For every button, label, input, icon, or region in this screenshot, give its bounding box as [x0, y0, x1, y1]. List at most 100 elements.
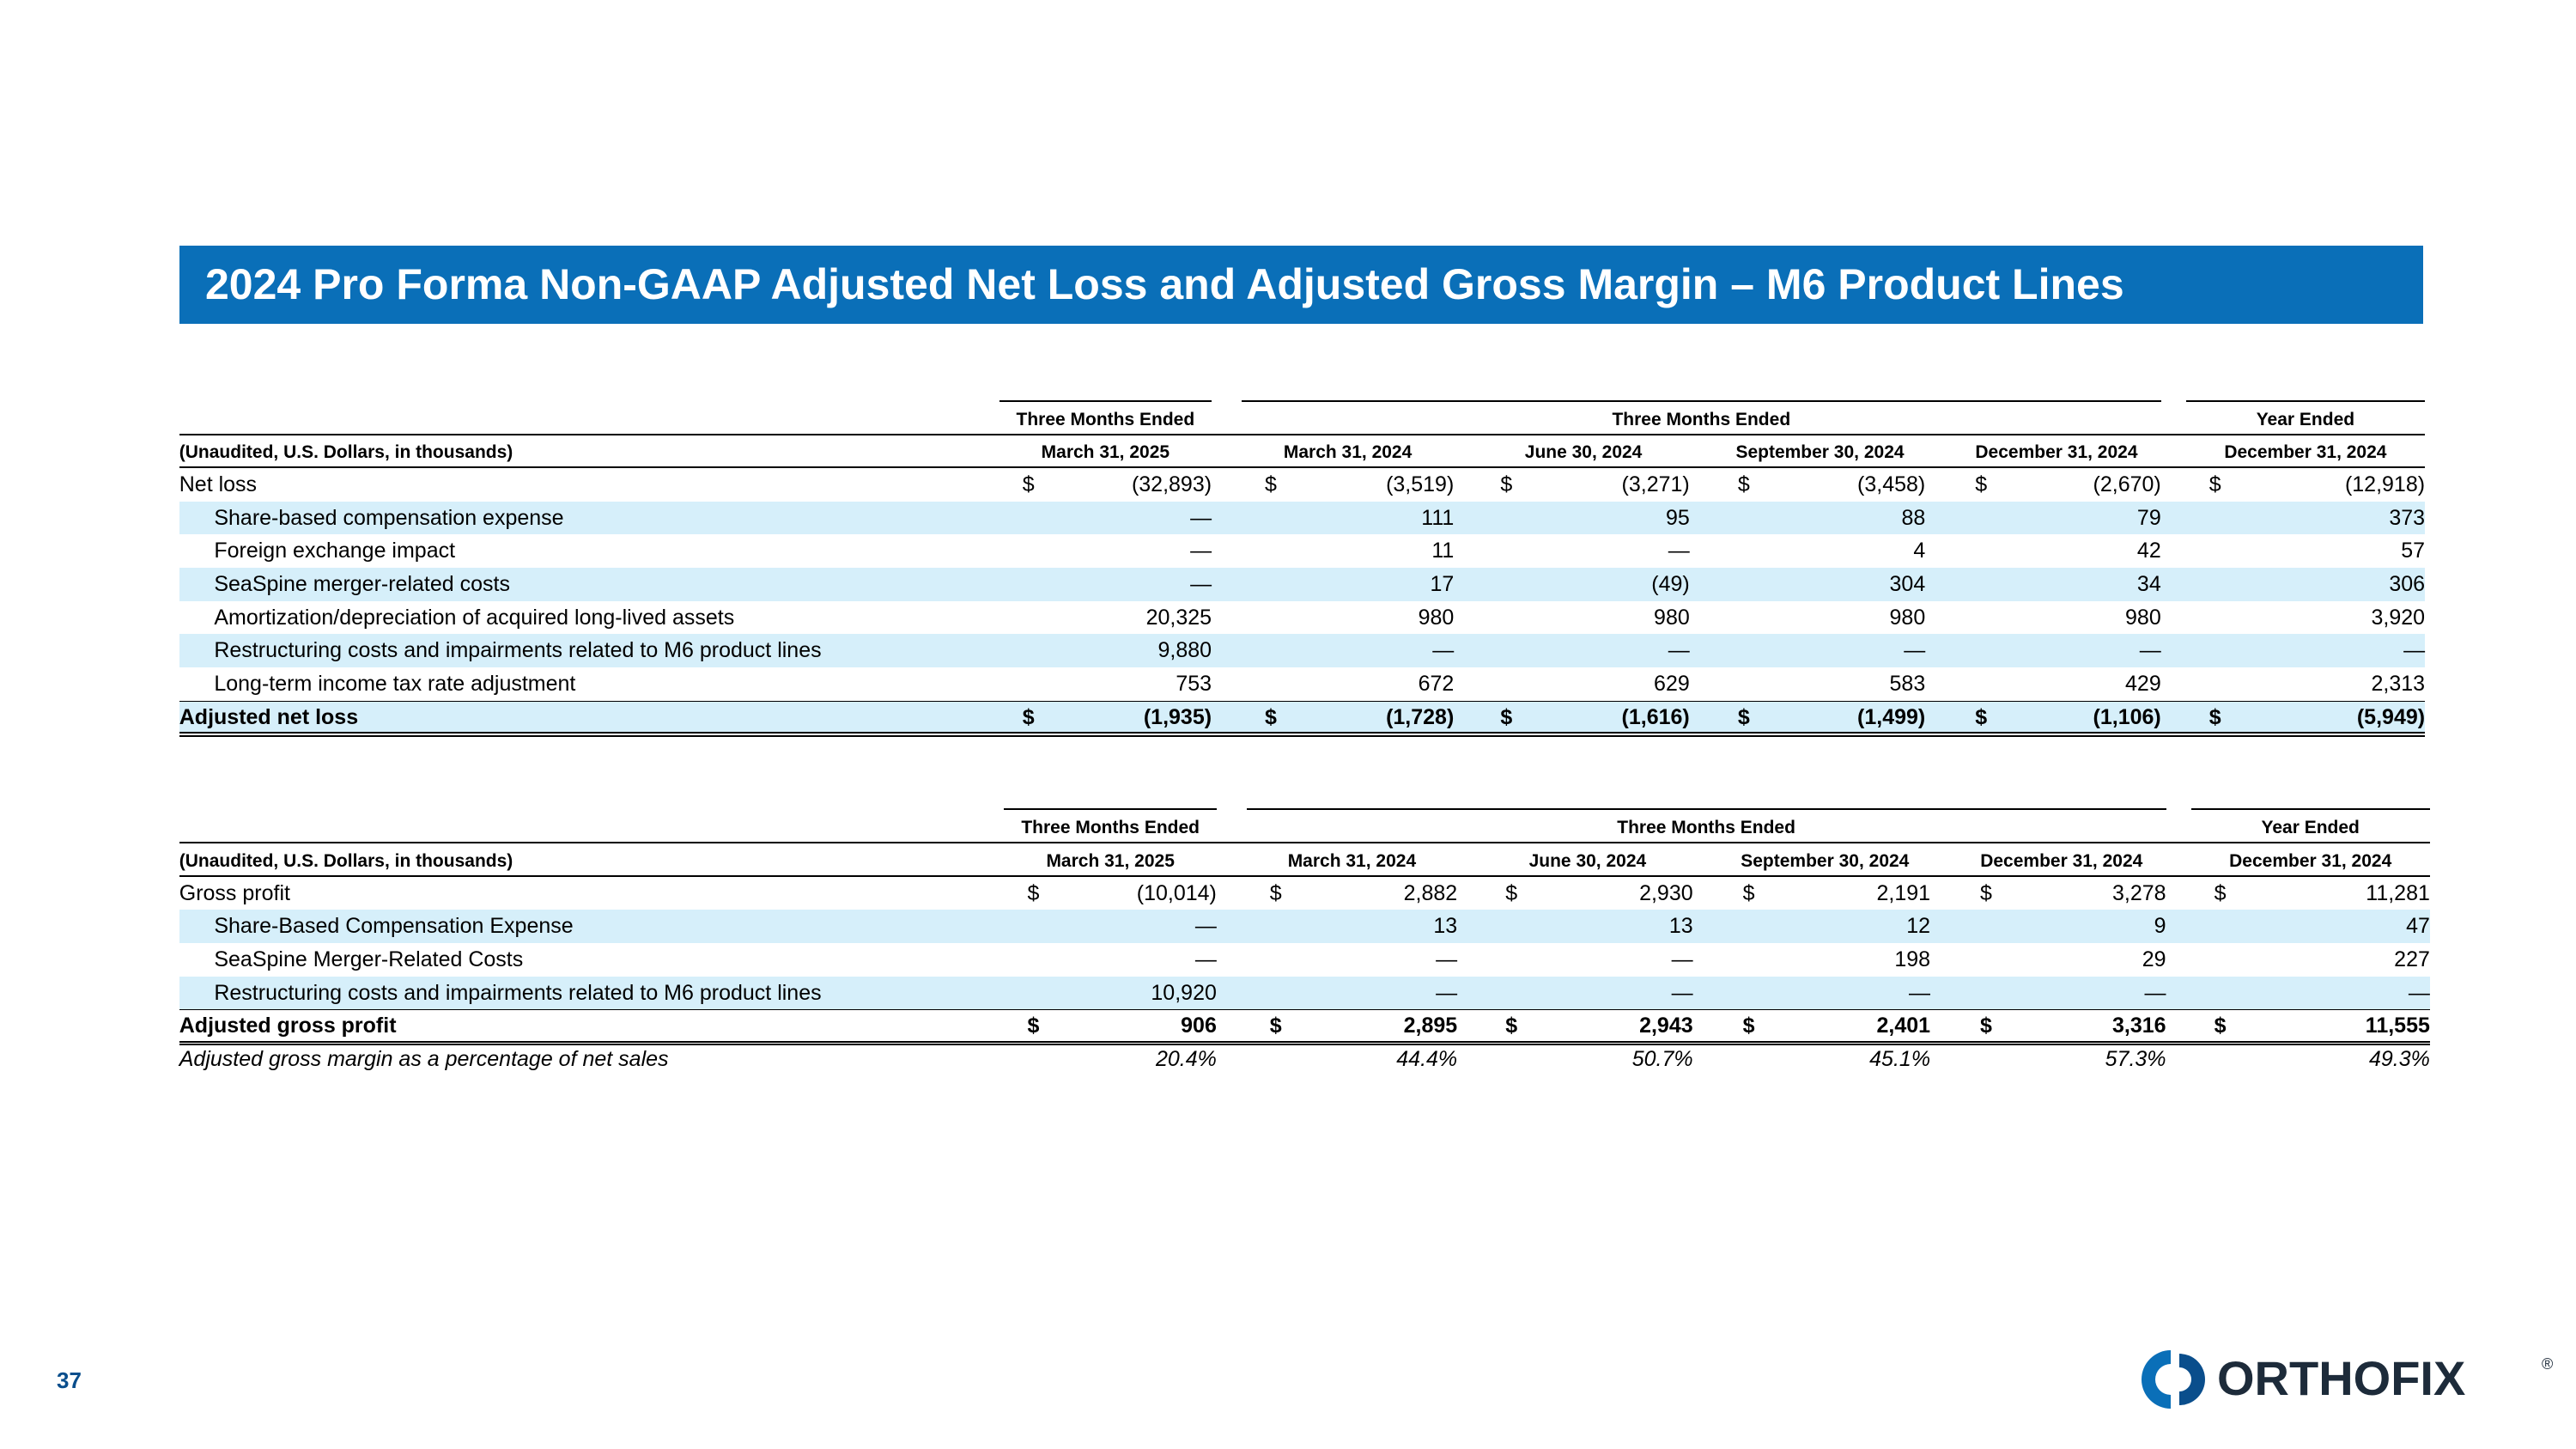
cell-value: (5,949)	[2356, 704, 2426, 729]
cell-value: (3,271)	[1621, 472, 1690, 497]
row-label: SeaSpine Merger-Related Costs	[214, 947, 524, 971]
cell-value: —	[1904, 638, 1926, 663]
row-shade	[179, 634, 2426, 668]
cell-value: 373	[2389, 505, 2426, 530]
column-header: March 31, 2024	[1283, 442, 1413, 463]
cell-value: —	[1190, 572, 1212, 597]
row-label: Adjusted net loss	[179, 704, 359, 729]
column-header: March 31, 2024	[1287, 850, 1417, 871]
cell-value: 11,555	[2365, 1014, 2430, 1038]
cell-value: 2,191	[1876, 880, 1931, 905]
cell-value: 45.1%	[1869, 1046, 1931, 1071]
row-label: Adjusted gross margin as a percentage of…	[179, 1046, 669, 1071]
logo-text: ORTHOFIX	[2217, 1351, 2465, 1405]
logo-mark	[2179, 1354, 2205, 1405]
cell-value: (1,728)	[1386, 704, 1455, 729]
cell-value: —	[2139, 638, 2161, 663]
cell-value: (49)	[1651, 572, 1690, 597]
cell-value: 13	[1668, 914, 1693, 939]
column-header: December 31, 2024	[2224, 442, 2387, 463]
cell-value: 3,920	[2371, 605, 2426, 630]
cell-value: 2,401	[1876, 1014, 1931, 1038]
row-shade	[179, 501, 2426, 535]
currency-sign: $	[2214, 1014, 2227, 1038]
currency-sign: $	[1737, 704, 1750, 729]
cell-value: 306	[2389, 572, 2426, 597]
cell-value: 20,325	[1145, 605, 1212, 630]
group-header: Three Months Ended	[1617, 818, 1795, 838]
cell-value: 2,882	[1403, 880, 1458, 905]
row-shade	[179, 700, 2426, 734]
header-rule	[179, 842, 2430, 844]
group-rule	[2185, 399, 2426, 402]
total-rule	[179, 1040, 2430, 1043]
cell-value: 980	[2125, 605, 2161, 630]
cell-value: (12,918)	[2344, 472, 2426, 497]
cell-value: (1,616)	[1621, 704, 1690, 729]
row-label: Foreign exchange impact	[214, 539, 456, 563]
cell-value: 227	[2394, 947, 2430, 971]
cell-value: —	[1432, 638, 1455, 663]
cell-value: (1,499)	[1857, 704, 1926, 729]
cell-value: (1,935)	[1143, 704, 1212, 729]
cell-value: (3,458)	[1857, 472, 1926, 497]
logo-registered: ®	[2542, 1355, 2553, 1373]
cell-value: 3,316	[2111, 1014, 2166, 1038]
cell-value: 12	[1906, 914, 1931, 939]
currency-sign: $	[1975, 472, 1988, 497]
group-rule	[1241, 399, 2161, 402]
group-header: Year Ended	[2261, 818, 2360, 838]
cell-value: (2,670)	[2093, 472, 2161, 497]
cell-value: —	[1436, 947, 1458, 971]
cell-value: 29	[2142, 947, 2166, 971]
currency-sign: $	[1500, 472, 1513, 497]
cell-value: (1,106)	[2093, 704, 2161, 729]
cell-value: 34	[2136, 572, 2161, 597]
cell-value: 57	[2401, 539, 2426, 563]
slide-title: 2024 Pro Forma Non-GAAP Adjusted Net Los…	[205, 260, 2124, 308]
cell-value: 49.3%	[2369, 1046, 2430, 1071]
currency-sign: $	[1737, 472, 1750, 497]
unit-note: (Unaudited, U.S. Dollars, in thousands)	[179, 442, 513, 463]
column-header: September 30, 2024	[1741, 850, 1910, 871]
currency-sign: $	[2208, 704, 2221, 729]
cell-value: 2,895	[1403, 1014, 1458, 1038]
currency-sign: $	[2208, 472, 2221, 497]
column-header: December 31, 2024	[1980, 850, 2143, 871]
cell-value: 4	[1913, 539, 1926, 563]
group-header: Three Months Ended	[1612, 409, 1791, 429]
cell-value: 9,880	[1157, 638, 1212, 663]
row-shade	[179, 910, 2430, 943]
row-shade	[179, 568, 2426, 601]
cell-value: —	[1190, 505, 1212, 530]
total-rule	[179, 734, 2426, 737]
header-rule	[179, 466, 2426, 469]
cell-value: (3,519)	[1386, 472, 1455, 497]
row-label: Adjusted gross profit	[179, 1014, 397, 1038]
cell-value: —	[1194, 947, 1217, 971]
cell-value: 88	[1901, 505, 1926, 530]
cell-value: —	[1190, 539, 1212, 563]
group-header: Three Months Ended	[1021, 818, 1200, 838]
total-rule	[179, 1044, 2430, 1046]
currency-sign: $	[1269, 880, 1282, 905]
row-label: Restructuring costs and impairments rela…	[214, 980, 822, 1005]
cell-value: —	[1671, 980, 1693, 1005]
currency-sign: $	[1500, 704, 1513, 729]
cell-value: 629	[1654, 672, 1690, 697]
column-header: March 31, 2025	[1046, 850, 1175, 871]
currency-sign: $	[1269, 1014, 1282, 1038]
cell-value: 906	[1181, 1014, 1217, 1038]
cell-value: (32,893)	[1131, 472, 1212, 497]
column-header: December 31, 2024	[1975, 442, 2138, 463]
currency-sign: $	[1975, 704, 1988, 729]
cell-value: 3,278	[2111, 880, 2166, 905]
currency-sign: $	[1264, 472, 1277, 497]
group-header: Year Ended	[2256, 409, 2355, 429]
cell-value: 44.4%	[1396, 1046, 1458, 1071]
row-label: Restructuring costs and impairments rela…	[214, 638, 822, 663]
cell-value: 11	[1431, 539, 1455, 563]
cell-value: 9	[2154, 914, 2166, 939]
cell-value: 111	[1421, 505, 1455, 530]
column-header: June 30, 2024	[1524, 442, 1643, 463]
